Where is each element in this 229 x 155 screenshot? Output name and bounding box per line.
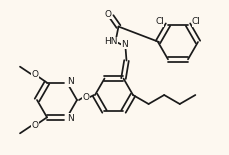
Text: O: O (82, 93, 89, 102)
Text: Cl: Cl (154, 17, 163, 26)
Text: N: N (121, 40, 127, 49)
Text: O: O (31, 121, 38, 130)
Text: HN: HN (103, 37, 117, 46)
Text: O: O (31, 70, 38, 79)
Text: N: N (67, 114, 74, 123)
Text: O: O (105, 10, 112, 19)
Text: N: N (67, 77, 74, 86)
Text: Cl: Cl (191, 17, 200, 26)
